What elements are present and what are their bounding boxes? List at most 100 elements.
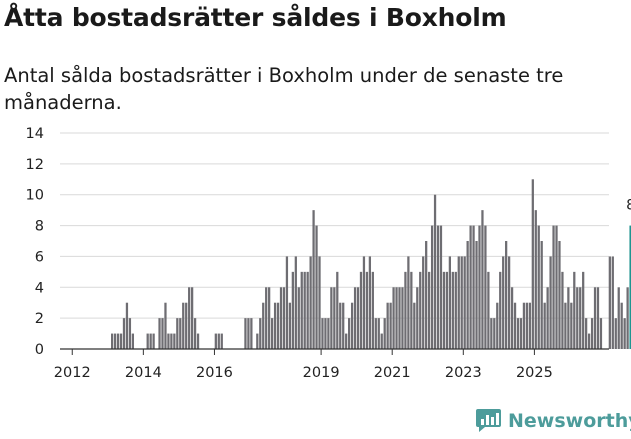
bar [478, 225, 481, 349]
bar [173, 333, 176, 349]
bar [442, 271, 446, 349]
bar [445, 271, 449, 349]
bar [484, 225, 487, 349]
bar [348, 318, 351, 349]
bar [217, 333, 220, 349]
bar [481, 210, 484, 349]
bar [507, 256, 511, 349]
bar [629, 225, 631, 349]
bar [288, 302, 292, 349]
bar [185, 302, 188, 349]
x-tick-label: 2019 [303, 365, 340, 381]
bar [454, 271, 457, 349]
bar [611, 256, 614, 349]
bar [268, 287, 271, 349]
bar [214, 333, 217, 349]
bar [193, 318, 197, 349]
bar [244, 318, 247, 349]
bar [119, 333, 123, 349]
bar [579, 287, 582, 349]
bar [522, 302, 526, 349]
bar [336, 271, 339, 349]
bar [386, 302, 389, 349]
bar [540, 241, 543, 349]
bar [410, 271, 413, 349]
bar [395, 287, 398, 349]
bar [493, 318, 496, 349]
bar [113, 333, 117, 349]
bar [342, 302, 345, 349]
bar [428, 271, 431, 349]
bar [516, 318, 520, 349]
bar [220, 333, 223, 349]
bar [585, 318, 588, 349]
bar [567, 287, 570, 349]
bar [525, 302, 529, 349]
bar [188, 287, 191, 349]
x-tick-label: 2016 [196, 365, 233, 381]
bar [552, 225, 555, 349]
bar [389, 302, 392, 349]
bar [490, 318, 493, 349]
y-tick-label: 14 [26, 126, 44, 142]
bar [549, 256, 552, 349]
bar [463, 256, 466, 349]
bar [365, 271, 369, 349]
bar [451, 271, 454, 349]
bar [321, 318, 324, 349]
bar [131, 333, 135, 349]
bar [469, 225, 472, 349]
bar [587, 333, 591, 349]
y-tick-label: 2 [35, 311, 44, 327]
bar [620, 302, 623, 349]
bar [345, 333, 348, 349]
bar [111, 333, 114, 349]
bar [116, 333, 120, 349]
bar [543, 302, 546, 349]
bar [374, 318, 377, 349]
bar [608, 256, 611, 349]
bar [546, 287, 549, 349]
bar [599, 318, 603, 349]
bar [436, 225, 440, 349]
bar [262, 302, 265, 349]
bar [327, 318, 330, 349]
bar [170, 333, 173, 349]
bar [531, 179, 534, 349]
bar [179, 318, 182, 349]
bar [401, 287, 404, 349]
bar [433, 194, 437, 349]
bar [576, 287, 579, 349]
bar [196, 333, 200, 349]
bar [279, 287, 283, 349]
bar [487, 271, 490, 349]
bar [312, 210, 315, 349]
bar [339, 302, 342, 349]
bar [499, 271, 502, 349]
bar [294, 256, 297, 349]
bar [356, 287, 360, 349]
bar [125, 302, 129, 349]
bar [502, 256, 505, 349]
bar [558, 241, 561, 349]
bar [152, 333, 155, 349]
bar [282, 287, 286, 349]
bar [472, 225, 475, 349]
bar [419, 271, 422, 349]
bar [191, 287, 194, 349]
bar [404, 271, 407, 349]
bar [537, 225, 540, 349]
bar [513, 302, 517, 349]
bar [596, 287, 600, 349]
bar [128, 318, 132, 349]
bar [270, 318, 274, 349]
bar [176, 318, 179, 349]
bar [158, 318, 161, 349]
bar [496, 302, 499, 349]
bar [505, 241, 508, 349]
newsworthy-logo-icon [476, 409, 501, 432]
bar [460, 256, 463, 349]
bar [149, 333, 152, 349]
bar [300, 271, 303, 349]
